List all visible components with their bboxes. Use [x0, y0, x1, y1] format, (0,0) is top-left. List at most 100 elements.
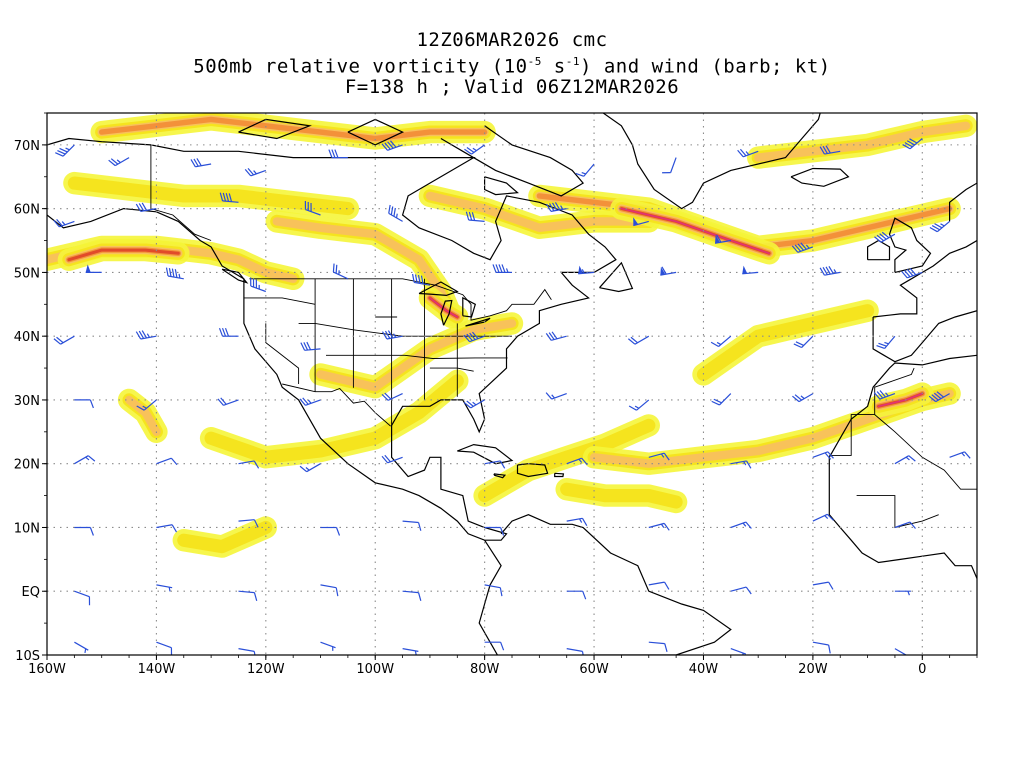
wind-barb [108, 157, 130, 167]
lon-label: 20W [798, 662, 828, 677]
wind-barb [320, 584, 339, 597]
wind-barb [156, 524, 178, 533]
wind-barb [949, 451, 971, 459]
wind-barb [660, 266, 677, 276]
wind-barb [545, 331, 567, 341]
coast-south-america [478, 514, 732, 655]
coast-great-lakes-huron [462, 296, 477, 318]
vorticity-band-atl-mid [692, 299, 879, 386]
lon-label: 80W [470, 662, 500, 677]
lat-label: 40N [14, 330, 40, 345]
vorticity-band-pacific-core [57, 238, 190, 271]
vorticity-band-pacific-subtrop [117, 388, 168, 443]
wind-barb [894, 455, 916, 465]
coast-greenland [602, 113, 821, 210]
wind-barb [238, 590, 258, 601]
lon-label: 120W [247, 662, 285, 677]
coast-iceland [790, 167, 850, 187]
axis-layer: 160W 140W 120W 100W 80W 60W 40W 20W 0 10S EQ 10N 20N… [14, 112, 978, 677]
wind-barb [74, 641, 89, 654]
wind-barb [156, 457, 178, 466]
wind-barb [812, 581, 834, 590]
vorticity-band-e-atlantic-tropic [555, 478, 688, 514]
coast-vancouver [221, 268, 249, 284]
border-us-state-8 [429, 367, 474, 372]
wind-barb [648, 581, 670, 590]
border-alaska-canada [150, 144, 212, 241]
wind-barb [929, 220, 950, 233]
wind-barb [411, 273, 431, 286]
grid-layer [47, 113, 977, 655]
lat-label: 70N [14, 139, 40, 154]
wind-barb [55, 144, 75, 157]
wind-barb [546, 202, 567, 212]
wind-barb [381, 140, 403, 151]
vorticity-band-us-south-band [309, 312, 524, 399]
wind-barb [484, 584, 503, 597]
border-us-mexico [282, 383, 391, 427]
wind-barb [902, 138, 923, 150]
wind-barb [238, 460, 260, 469]
wind-barb [894, 648, 910, 655]
wind-barb [742, 265, 759, 275]
border-w-africa-3 [856, 495, 939, 529]
wind-barb [894, 590, 911, 596]
wind-barb [74, 590, 91, 606]
wind-barb [381, 454, 403, 464]
wind-barb [874, 231, 896, 243]
wind-barb [566, 590, 587, 600]
wind-barb [730, 648, 747, 655]
wind-barb [135, 202, 157, 212]
coastline-layer [47, 113, 977, 655]
vorticity-band-pac-tropic [172, 516, 277, 558]
wind-barb [901, 267, 923, 279]
lat-label: 10N [14, 521, 40, 536]
coast-ireland [867, 239, 891, 261]
wind-barb [300, 341, 321, 351]
title-valid: F=138 h ; Valid 06Z12MAR2026 [344, 76, 680, 99]
wind-barb [402, 590, 422, 601]
wind-barb [244, 167, 267, 177]
vorticity-band-morocco-core [867, 382, 934, 418]
title-field: 500mb relative vorticity (10-5 s-1) and … [193, 55, 831, 78]
coast-great-lakes-sup [418, 281, 459, 297]
wind-barb [85, 264, 102, 273]
wind-barb [894, 521, 916, 529]
wind-barb [812, 513, 834, 522]
wind-barb [74, 399, 94, 409]
wind-barb [812, 451, 834, 460]
wind-barb [238, 519, 259, 528]
lat-label: 10S [15, 649, 40, 664]
lat-label: 60N [14, 203, 40, 218]
coast-canada-arctic-1 [238, 118, 312, 140]
wind-barb [648, 452, 670, 461]
wind-barb [873, 390, 896, 400]
wind-barb [332, 263, 349, 280]
wind-barb [484, 641, 505, 651]
wind-barb [320, 526, 341, 536]
vorticity-band-arctic-band [90, 113, 496, 150]
chart-title: 12Z06MAR2026 cmc 500mb relative vorticit… [0, 30, 1024, 98]
coast-norway [949, 144, 977, 222]
wind-barb [648, 641, 668, 652]
wind-barb [304, 200, 321, 216]
coast-north-america [47, 137, 617, 541]
wind-barb [484, 460, 506, 469]
wind-barb [566, 457, 588, 466]
wind-barb [730, 460, 752, 469]
wind-barb [575, 163, 595, 177]
wind-barb [464, 144, 485, 155]
lon-label: 140W [138, 662, 176, 677]
wind-barb [566, 517, 588, 526]
wind-barb [465, 211, 485, 222]
lon-label: 0 [918, 662, 926, 677]
wind-barb [566, 648, 585, 655]
wind-barb [217, 397, 239, 406]
wind-barb [730, 586, 752, 595]
wind-barb [190, 158, 212, 168]
wind-barb [812, 641, 831, 654]
wind-barb [320, 641, 336, 651]
wind-barb [74, 455, 96, 465]
coast-puerto-rico [554, 472, 565, 478]
